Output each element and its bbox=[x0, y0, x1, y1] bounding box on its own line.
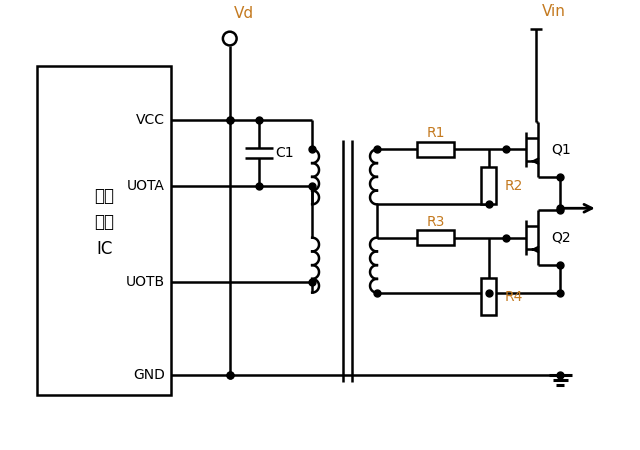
Bar bbox=[417, 230, 454, 245]
Text: UOTB: UOTB bbox=[126, 275, 165, 289]
Text: R2: R2 bbox=[505, 179, 524, 193]
Text: 电源
控制
IC: 电源 控制 IC bbox=[94, 187, 114, 258]
Text: R3: R3 bbox=[427, 215, 445, 229]
Text: Q1: Q1 bbox=[552, 142, 572, 157]
Text: GND: GND bbox=[133, 368, 165, 382]
Bar bbox=[481, 167, 496, 204]
Text: UOTA: UOTA bbox=[127, 179, 165, 193]
Text: Vd: Vd bbox=[234, 6, 254, 21]
Text: Vin: Vin bbox=[541, 4, 566, 19]
Text: Q2: Q2 bbox=[552, 231, 571, 245]
Text: C1: C1 bbox=[275, 146, 294, 160]
Text: R1: R1 bbox=[426, 126, 445, 140]
Bar bbox=[38, 66, 171, 395]
Text: VCC: VCC bbox=[136, 113, 165, 127]
Bar bbox=[417, 142, 454, 157]
Bar bbox=[481, 278, 496, 315]
Text: R4: R4 bbox=[505, 289, 524, 304]
